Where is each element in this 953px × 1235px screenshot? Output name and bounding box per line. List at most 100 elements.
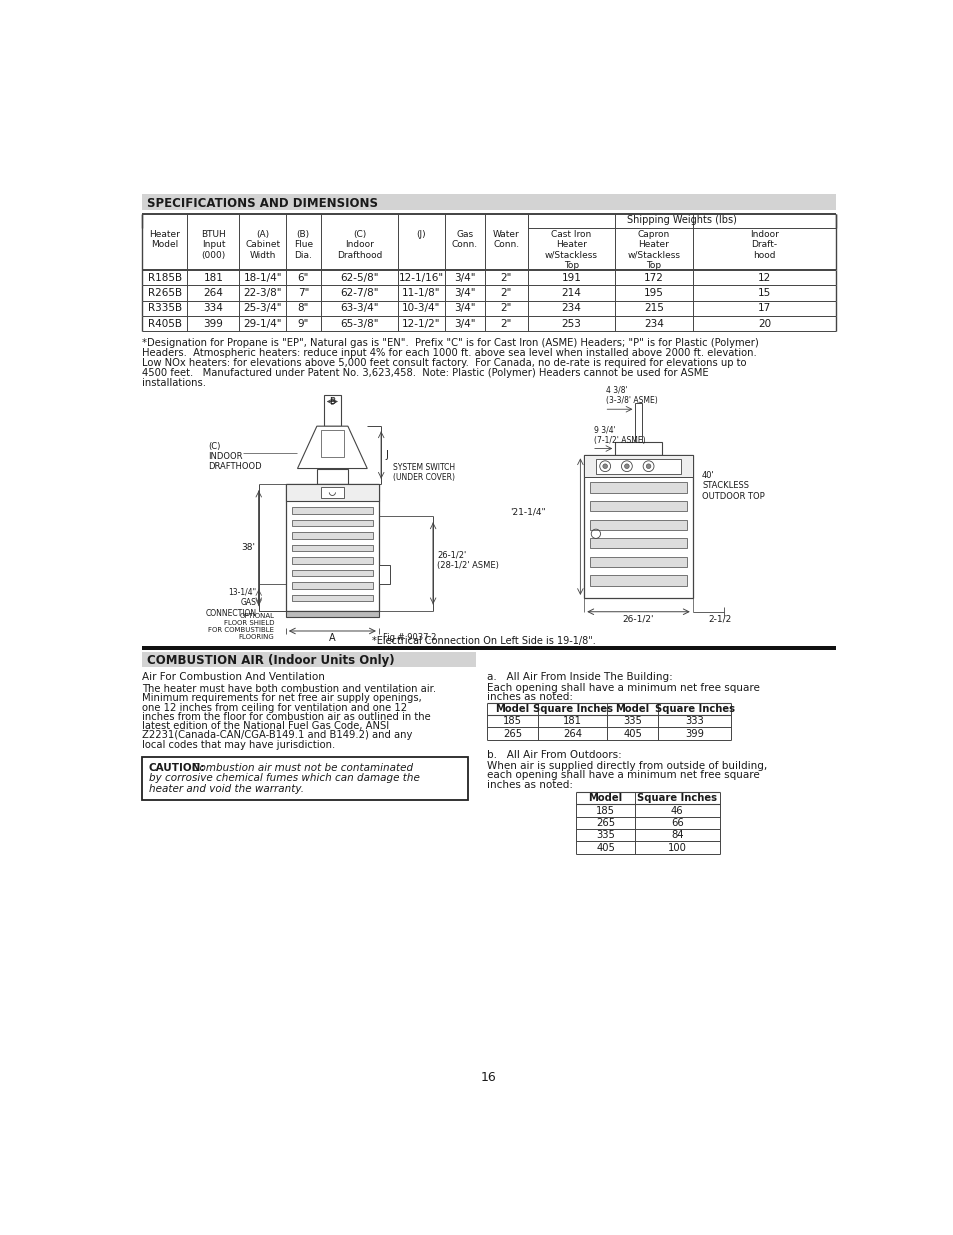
Text: 9": 9" <box>297 319 309 329</box>
Text: 264: 264 <box>562 729 581 739</box>
Text: 62-7/8": 62-7/8" <box>340 288 378 298</box>
Text: 265: 265 <box>502 729 521 739</box>
Bar <box>292 582 373 589</box>
Text: 181: 181 <box>203 273 223 283</box>
Text: 3/4": 3/4" <box>454 273 476 283</box>
Text: inches from the floor for combustion air as outlined in the: inches from the floor for combustion air… <box>142 711 431 721</box>
Text: 46: 46 <box>670 805 683 816</box>
Bar <box>583 456 692 598</box>
Text: one 12 inches from ceiling for ventilation and one 12: one 12 inches from ceiling for ventilati… <box>142 703 407 713</box>
Text: R405B: R405B <box>148 319 182 329</box>
Text: 2-1/2: 2-1/2 <box>707 614 731 622</box>
Text: CAUTION:: CAUTION: <box>149 763 205 773</box>
Text: 2": 2" <box>500 288 512 298</box>
Bar <box>142 194 835 210</box>
Text: R185B: R185B <box>148 273 182 283</box>
Bar <box>596 458 680 474</box>
Text: 40'
STACKLESS
OUTDOOR TOP: 40' STACKLESS OUTDOOR TOP <box>701 471 764 500</box>
Text: 399: 399 <box>684 729 703 739</box>
Text: Water
Conn.: Water Conn. <box>493 230 519 249</box>
Text: 66: 66 <box>670 818 683 829</box>
Text: 12-1/2": 12-1/2" <box>402 319 440 329</box>
Text: 399: 399 <box>203 319 223 329</box>
Bar <box>292 532 373 538</box>
Text: 264: 264 <box>203 288 223 298</box>
Bar <box>142 757 468 799</box>
Text: 185: 185 <box>502 716 521 726</box>
Text: 181: 181 <box>562 716 581 726</box>
Text: Model: Model <box>495 704 529 714</box>
Text: 9 3/4'
(7-1/2' ASME): 9 3/4' (7-1/2' ASME) <box>593 425 644 445</box>
Text: heater and void the warranty.: heater and void the warranty. <box>149 784 303 794</box>
Text: 65-3/8": 65-3/8" <box>340 319 378 329</box>
Bar <box>292 520 373 526</box>
Text: 195: 195 <box>643 288 663 298</box>
Text: Cast Iron
Heater
w/Stackless
Top: Cast Iron Heater w/Stackless Top <box>544 230 598 270</box>
Text: Heater
Model: Heater Model <box>150 230 180 249</box>
Text: 234: 234 <box>561 304 580 314</box>
Text: 334: 334 <box>203 304 223 314</box>
Text: Z2231(Canada-CAN/CGA-B149.1 and B149.2) and any: Z2231(Canada-CAN/CGA-B149.1 and B149.2) … <box>142 730 413 740</box>
Circle shape <box>602 464 607 468</box>
Text: OPTIONAL
FLOOR SHIELD
FOR COMBUSTIBLE
FLOORING: OPTIONAL FLOOR SHIELD FOR COMBUSTIBLE FL… <box>208 613 274 640</box>
Text: 234: 234 <box>643 319 663 329</box>
Text: (A)
Cabinet
Width: (A) Cabinet Width <box>245 230 280 259</box>
Text: 29-1/4": 29-1/4" <box>243 319 281 329</box>
Text: 22-3/8": 22-3/8" <box>243 288 281 298</box>
Text: '21-1/4": '21-1/4" <box>509 508 545 517</box>
Text: inches as noted:: inches as noted: <box>487 692 573 701</box>
Text: 20: 20 <box>757 319 770 329</box>
Bar <box>292 594 373 601</box>
Polygon shape <box>297 426 367 468</box>
Text: 13-1/4"
GAS
CONNECTION: 13-1/4" GAS CONNECTION <box>205 588 256 618</box>
Bar <box>590 501 686 511</box>
Text: 16: 16 <box>480 1071 497 1084</box>
Bar <box>615 442 661 456</box>
Text: local codes that may have jurisdiction.: local codes that may have jurisdiction. <box>142 740 335 750</box>
Text: 100: 100 <box>667 842 686 852</box>
Text: 333: 333 <box>684 716 703 726</box>
Bar <box>583 456 692 477</box>
Text: COMBUSTION AIR (Indoor Units Only): COMBUSTION AIR (Indoor Units Only) <box>147 655 395 667</box>
Text: 12: 12 <box>757 273 770 283</box>
Text: Square Inches: Square Inches <box>532 704 612 714</box>
Text: Headers.  Atmospheric heaters: reduce input 4% for each 1000 ft. above sea level: Headers. Atmospheric heaters: reduce inp… <box>142 347 757 358</box>
Text: 7": 7" <box>297 288 309 298</box>
Text: 2": 2" <box>500 304 512 314</box>
Text: Indoor
Draft-
hood: Indoor Draft- hood <box>749 230 778 259</box>
Text: 63-3/4": 63-3/4" <box>340 304 378 314</box>
Text: by corrosive chemical fumes which can damage the: by corrosive chemical fumes which can da… <box>149 773 419 783</box>
Text: 191: 191 <box>561 273 580 283</box>
Text: R335B: R335B <box>148 304 182 314</box>
Text: (J): (J) <box>416 230 426 238</box>
Circle shape <box>624 464 629 468</box>
Text: SYSTEM SWITCH
(UNDER COVER): SYSTEM SWITCH (UNDER COVER) <box>393 463 455 482</box>
Bar <box>635 403 641 442</box>
Text: 335: 335 <box>596 830 615 841</box>
Text: 18-1/4": 18-1/4" <box>243 273 281 283</box>
Bar <box>286 611 378 618</box>
Text: 253: 253 <box>561 319 580 329</box>
Bar <box>292 569 373 577</box>
Bar <box>590 483 686 493</box>
Text: Each opening shall have a minimum net free square: Each opening shall have a minimum net fr… <box>487 683 760 693</box>
Text: 6": 6" <box>297 273 309 283</box>
Bar <box>590 538 686 548</box>
Text: 2": 2" <box>500 273 512 283</box>
Bar <box>142 652 476 667</box>
Bar <box>286 484 378 611</box>
Text: 17: 17 <box>757 304 770 314</box>
Text: latest edition of the National Fuel Gas Code, ANSI: latest edition of the National Fuel Gas … <box>142 721 389 731</box>
Text: B: B <box>329 396 335 406</box>
Text: 25-3/4": 25-3/4" <box>243 304 281 314</box>
Bar <box>286 484 378 501</box>
Text: (C)
INDOOR
DRAFTHOOD: (C) INDOOR DRAFTHOOD <box>208 442 262 472</box>
Text: 3/4": 3/4" <box>454 319 476 329</box>
Text: J: J <box>385 450 388 461</box>
Bar <box>378 564 390 584</box>
Bar <box>590 557 686 567</box>
Text: Model: Model <box>615 704 649 714</box>
Text: When air is supplied directly from outside of building,: When air is supplied directly from outsi… <box>487 761 767 771</box>
Bar <box>590 520 686 530</box>
Text: 3/4": 3/4" <box>454 304 476 314</box>
